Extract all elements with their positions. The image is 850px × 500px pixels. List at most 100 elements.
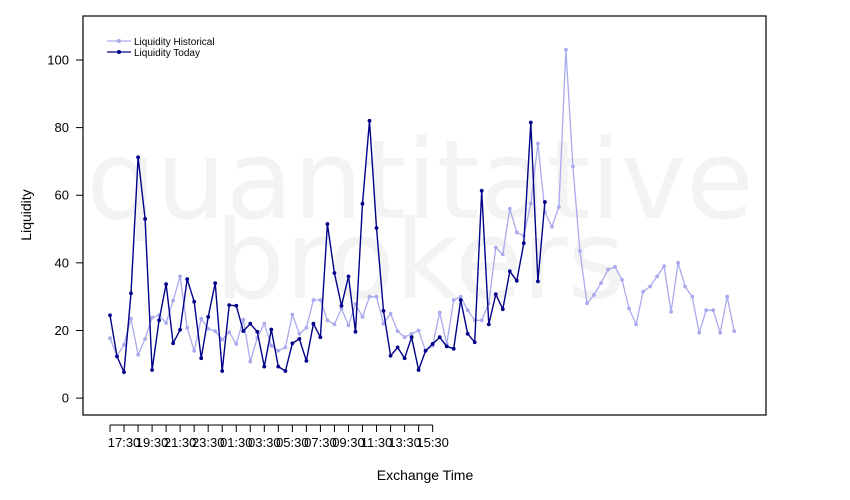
series-1-point-15	[213, 281, 218, 285]
series-0-point-87	[718, 330, 723, 335]
series-1-point-46	[430, 342, 435, 346]
series-0-point-10	[178, 274, 183, 279]
series-0-point-12	[192, 348, 197, 353]
series-0-point-65	[564, 47, 568, 52]
series-0-point-58	[514, 230, 519, 235]
series-0-point-79	[662, 264, 666, 269]
series-1-point-14	[206, 315, 211, 319]
series-0-point-13	[199, 316, 204, 321]
series-0-point-60	[528, 201, 533, 206]
series-0-point-86	[711, 308, 716, 313]
series-1-point-2	[122, 370, 126, 374]
series-1-point-55	[493, 292, 498, 297]
series-0-point-6	[150, 315, 155, 320]
series-1-point-39	[381, 309, 386, 313]
series-1-point-40	[388, 353, 393, 358]
series-0-point-14	[206, 326, 211, 331]
series-0-point-53	[479, 318, 484, 323]
series-0-point-73	[620, 277, 624, 282]
series-1-point-26	[290, 341, 295, 346]
series-0-point-72	[613, 265, 617, 269]
series-1-point-19	[241, 329, 246, 333]
series-1-point-36	[360, 201, 365, 206]
series-1-point-47	[437, 335, 442, 340]
series-0-point-47	[437, 310, 442, 315]
legend: Liquidity Historical Liquidity Today	[107, 37, 215, 59]
series-0-point-38	[374, 294, 379, 299]
series-0-point-70	[599, 281, 603, 285]
series-1-point-17	[227, 303, 232, 307]
series-0-point-41	[395, 329, 400, 333]
series-1-point-25	[283, 369, 288, 373]
series-0-point-61	[536, 141, 540, 146]
series-0-point-83	[690, 294, 695, 299]
series-1-point-8	[164, 282, 169, 286]
series-1-point-27	[297, 337, 302, 341]
series-0-point-17	[227, 330, 232, 335]
series-1-point-35	[353, 329, 358, 334]
series-0-point-36	[360, 315, 365, 319]
series-1-point-24	[276, 364, 281, 369]
y-tick-label-4: 80	[55, 120, 69, 135]
x-tick-label-0: 17:30	[108, 435, 141, 450]
series-1-point-23	[269, 327, 274, 332]
series-1-point-4	[136, 155, 141, 160]
series-0-point-68	[585, 301, 589, 306]
series-0-point-3	[129, 316, 133, 321]
series-0-point-49	[451, 298, 456, 302]
series-0-point-57	[507, 206, 512, 211]
series-0-point-51	[465, 308, 470, 313]
series-0-point-40	[388, 311, 393, 316]
series-0-point-32	[332, 322, 337, 327]
series-1-point-21	[255, 329, 260, 334]
series-1-point-51	[465, 331, 470, 336]
x-tick-label-10: 13:30	[388, 435, 421, 450]
watermark-line-1: quantitative	[86, 116, 753, 244]
series-1-point-9	[171, 341, 176, 346]
x-tick-label-4: 01:30	[220, 435, 253, 450]
legend-label-historical: Liquidity Historical	[134, 37, 215, 48]
series-0-point-34	[346, 323, 351, 328]
y-tick-label-2: 40	[55, 255, 69, 270]
series-1-point-5	[143, 217, 148, 221]
series-1-point-33	[339, 303, 344, 308]
series-0-point-4	[136, 352, 141, 357]
series-0-point-2	[122, 342, 126, 347]
series-0-point-29	[311, 298, 316, 302]
series-0-point-39	[381, 321, 386, 326]
series-0-point-84	[697, 330, 702, 335]
x-tick-label-5: 03:30	[248, 435, 281, 450]
series-0-point-76	[641, 289, 645, 294]
series-0-point-15	[213, 329, 218, 333]
x-tick-label-7: 07:30	[304, 435, 337, 450]
legend-marker-historical	[117, 39, 121, 43]
series-1-point-49	[451, 346, 456, 351]
series-0-point-18	[234, 342, 239, 346]
series-1-point-48	[444, 344, 449, 349]
series-0-point-74	[627, 306, 631, 311]
series-0-point-66	[571, 164, 575, 169]
series-0-point-64	[557, 205, 561, 209]
series-0-point-69	[592, 293, 596, 297]
series-1-point-6	[150, 368, 155, 372]
legend-marker-today	[117, 50, 121, 54]
series-1-point-10	[178, 327, 183, 332]
series-1-point-22	[262, 364, 267, 369]
y-tick-label-1: 20	[55, 323, 69, 338]
series-0-point-20	[248, 359, 253, 364]
series-0-point-23	[269, 343, 274, 348]
x-tick-label-6: 05:30	[276, 435, 309, 450]
series-layer	[108, 47, 737, 374]
series-0-point-78	[655, 274, 659, 279]
series-1-point-60	[528, 120, 533, 125]
series-1-point-3	[129, 291, 133, 296]
series-1-point-13	[199, 356, 204, 361]
x-tick-label-1: 19:30	[136, 435, 169, 450]
series-0-point-30	[318, 298, 323, 302]
series-1-point-28	[304, 359, 309, 363]
x-tick-label-2: 21:30	[164, 435, 197, 450]
watermark: quantitative brokers	[86, 116, 753, 324]
legend-label-today: Liquidity Today	[134, 48, 200, 59]
series-1-point-31	[325, 222, 330, 226]
